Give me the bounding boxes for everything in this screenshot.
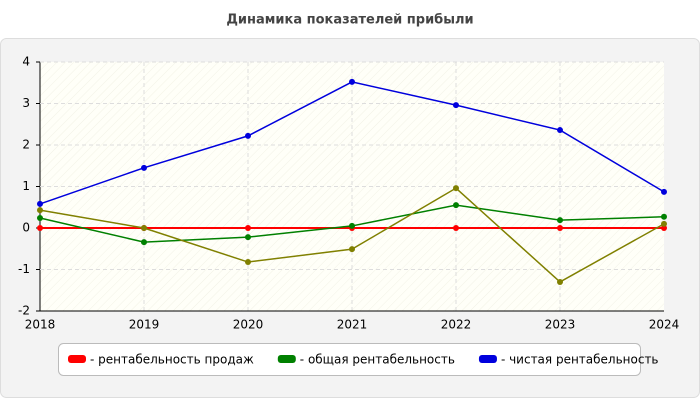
x-tick-label: 2018: [25, 318, 56, 332]
data-point: [453, 102, 459, 109]
y-tick-label: -2: [18, 304, 30, 318]
data-point: [245, 225, 251, 231]
legend-label: - общая рентабельность: [300, 353, 455, 367]
y-tick-label: 1: [22, 179, 30, 193]
y-tick-label: 0: [22, 221, 30, 235]
chart-title: Динамика показателей прибыли: [226, 13, 473, 28]
x-tick-label: 2023: [545, 318, 576, 332]
data-point: [349, 78, 355, 85]
data-point: [453, 225, 459, 231]
data-point: [245, 132, 251, 139]
x-tick-label: 2022: [441, 318, 472, 332]
data-point: [141, 164, 147, 171]
data-point: [661, 225, 667, 231]
data-point: [661, 213, 667, 220]
data-point: [349, 246, 355, 253]
legend: [58, 343, 641, 376]
legend-swatch: [478, 355, 497, 363]
data-point: [141, 239, 147, 246]
x-tick-label: 2021: [337, 318, 368, 332]
y-tick-label: -1: [18, 262, 30, 276]
data-point: [37, 215, 43, 222]
data-point: [141, 225, 147, 231]
data-point: [245, 234, 251, 241]
y-tick-label: 3: [22, 96, 30, 110]
data-point: [557, 225, 563, 231]
legend-swatch: [68, 355, 86, 363]
legend-swatch: [277, 355, 296, 363]
data-point: [453, 185, 459, 192]
x-tick-label: 2024: [649, 318, 680, 332]
data-point: [557, 127, 563, 134]
x-tick-label: 2020: [233, 318, 264, 332]
data-point: [557, 217, 563, 224]
data-point: [37, 207, 43, 214]
y-tick-label: 2: [22, 138, 30, 152]
x-tick-label: 2019: [129, 318, 160, 332]
data-point: [453, 202, 459, 209]
legend-label: - чистая рентабельность: [501, 353, 659, 367]
y-tick-label: 4: [22, 55, 30, 69]
data-point: [661, 220, 667, 227]
legend-label: - рентабельность продаж: [90, 353, 254, 367]
data-point: [37, 225, 43, 231]
data-point: [245, 259, 251, 266]
data-point: [557, 278, 563, 285]
data-point: [37, 200, 43, 207]
data-point: [661, 188, 667, 195]
data-point: [349, 222, 355, 229]
